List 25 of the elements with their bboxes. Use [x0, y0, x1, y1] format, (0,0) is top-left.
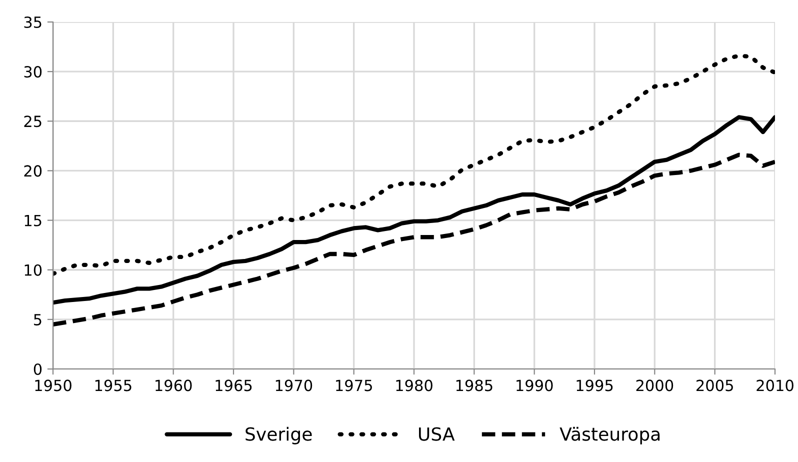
x-tick-label: 1975	[336, 380, 372, 392]
legend-label: USA	[419, 427, 455, 441]
x-tick-label: 1965	[216, 380, 252, 392]
x-tick-label: 1955	[95, 380, 132, 392]
x-tick-label: 1950	[35, 380, 72, 392]
x-tick-label: 2005	[696, 380, 733, 392]
y-tick-label: 25	[24, 116, 42, 128]
y-tick-label: 20	[24, 165, 42, 177]
y-tick-label: 15	[24, 214, 42, 226]
y-tick-label: 10	[24, 264, 42, 276]
x-tick-label: 1960	[156, 380, 192, 392]
line-series	[53, 54, 775, 276]
y-tick-label: 0	[34, 363, 42, 376]
x-tick-label: 1985	[456, 380, 492, 392]
legend-label: Västeuropa	[560, 426, 660, 444]
x-tick-label: 2000	[636, 380, 674, 392]
x-tick-label: 1995	[576, 380, 613, 392]
legend-label: Sverige	[246, 426, 312, 444]
x-tick-label: 2010	[756, 380, 794, 392]
x-tick-label: 1990	[516, 380, 553, 392]
y-tick-label: 5	[34, 314, 42, 326]
x-tick-label: 1970	[276, 380, 312, 392]
x-tick-label: 1980	[396, 380, 432, 392]
y-tick-label: 35	[24, 16, 42, 28]
y-tick-label: 30	[24, 66, 42, 78]
